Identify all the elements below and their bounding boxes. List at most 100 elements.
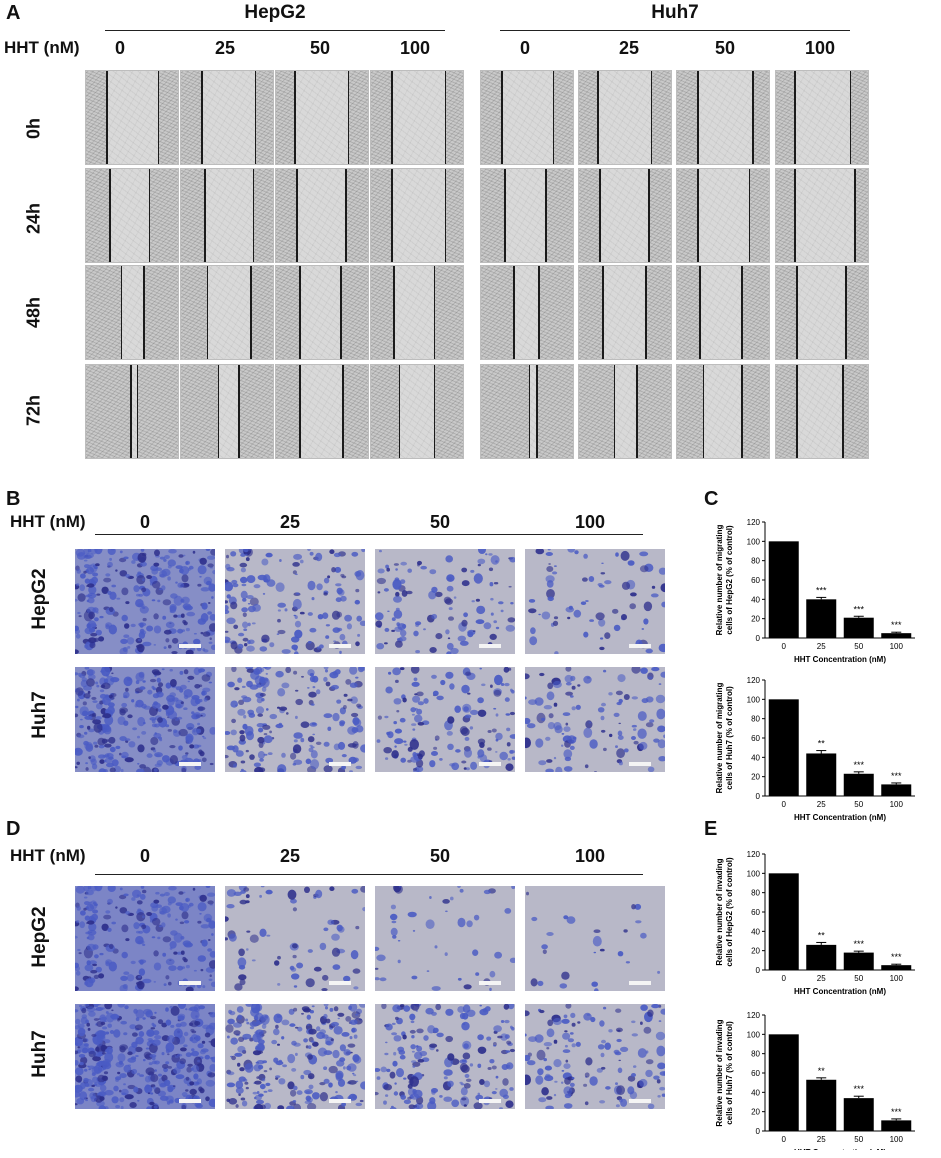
wound-micrograph xyxy=(275,168,369,263)
wound-micrograph xyxy=(676,364,770,459)
conc-label: 50 xyxy=(429,512,451,532)
wound-edge-line xyxy=(391,71,393,164)
cell-layer xyxy=(86,266,121,359)
cell-layer xyxy=(752,71,769,164)
wound-edge-line xyxy=(299,266,301,359)
cell-layer xyxy=(254,71,273,164)
scale-bar xyxy=(179,1099,201,1103)
stained-cells xyxy=(376,667,515,772)
conc-label: 25 xyxy=(618,38,640,58)
wound-edge-line xyxy=(398,365,401,458)
y-axis-label: Relative number of migrating xyxy=(715,525,724,636)
conc-label: 0 xyxy=(519,38,530,58)
y-tick-label: 40 xyxy=(751,1088,760,1097)
y-tick-label: 20 xyxy=(751,615,760,624)
stained-micrograph xyxy=(225,886,365,991)
cell-layer xyxy=(536,365,573,458)
significance-mark: *** xyxy=(891,1107,902,1117)
wound-edge-line xyxy=(854,169,856,262)
stained-cells xyxy=(528,549,665,654)
cell-layer xyxy=(444,169,463,262)
wound-edge-line xyxy=(217,365,220,458)
cell-layer xyxy=(579,71,598,164)
wound-edge-line xyxy=(433,365,436,458)
bar xyxy=(843,617,874,638)
wound-edge-line xyxy=(741,365,743,458)
y-axis-label: Relative number of invading xyxy=(715,1019,724,1126)
wound-micrograph xyxy=(85,168,179,263)
wound-edge-line xyxy=(536,365,538,458)
wound-edge-line xyxy=(444,71,447,164)
stained-cells xyxy=(526,891,661,991)
scale-bar xyxy=(329,981,351,985)
x-tick-label: 0 xyxy=(782,800,787,809)
scale-bar xyxy=(629,644,651,648)
significance-mark: *** xyxy=(853,1084,864,1094)
wound-edge-line xyxy=(136,365,139,458)
cell-layer xyxy=(677,169,698,262)
cell-layer xyxy=(579,365,614,458)
wound-micrograph xyxy=(775,70,869,165)
stained-micrograph xyxy=(375,667,515,772)
wound-edge-line xyxy=(697,71,699,164)
y-tick-label: 120 xyxy=(747,518,761,527)
scale-bar xyxy=(329,644,351,648)
stained-micrograph xyxy=(75,549,215,654)
wound-edge-line xyxy=(106,71,108,164)
stained-micrograph xyxy=(75,1004,215,1109)
wound-edge-line xyxy=(148,169,151,262)
cell-layer xyxy=(677,71,698,164)
header-rule-huh7 xyxy=(500,30,850,31)
wound-micrograph xyxy=(370,265,464,360)
wound-edge-line xyxy=(501,71,503,164)
stained-cells xyxy=(75,886,215,991)
bar xyxy=(768,541,799,638)
stained-micrograph xyxy=(225,667,365,772)
y-tick-label: 0 xyxy=(756,792,761,801)
cell-layer xyxy=(444,71,463,164)
x-tick-label: 100 xyxy=(890,800,904,809)
wound-edge-line xyxy=(201,71,203,164)
bar-charts: 0 20 40 60 80 100 120 Relative number of migrat… xyxy=(715,518,915,1150)
wound-micrograph xyxy=(180,70,274,165)
wound-edge-line xyxy=(252,169,255,262)
cell-layer xyxy=(276,169,297,262)
row-label-hepg2: HepG2 xyxy=(29,568,50,630)
scale-bar xyxy=(329,1099,351,1103)
wound-edge-line xyxy=(433,266,436,359)
wound-micrograph xyxy=(578,70,672,165)
wound-micrograph xyxy=(480,364,574,459)
bar xyxy=(806,1079,837,1131)
x-axis-label: HHT Concentration (nM) xyxy=(794,1148,886,1150)
y-tick-label: 100 xyxy=(747,695,761,704)
wound-micrograph xyxy=(275,70,369,165)
x-axis-label: HHT Concentration (nM) xyxy=(794,987,886,996)
wound-edge-line xyxy=(345,169,347,262)
stained-cells xyxy=(75,549,215,654)
conc-label: 50 xyxy=(714,38,736,58)
bar xyxy=(843,773,874,796)
significance-mark: *** xyxy=(816,585,827,595)
x-tick-label: 50 xyxy=(854,642,863,651)
scale-bar xyxy=(479,981,501,985)
cell-layer xyxy=(86,365,131,458)
wound-edge-line xyxy=(296,169,298,262)
bar xyxy=(843,952,874,970)
wound-edge-line xyxy=(796,266,798,359)
wound-micrograph xyxy=(370,70,464,165)
cell-layer xyxy=(776,365,797,458)
stained-micrograph xyxy=(525,886,665,991)
stained-micrograph xyxy=(525,549,665,654)
conc-label: 0 xyxy=(114,38,125,58)
bar xyxy=(881,784,912,796)
scale-bar xyxy=(479,762,501,766)
x-tick-label: 25 xyxy=(817,800,826,809)
header-rule-d xyxy=(95,874,643,875)
y-tick-label: 40 xyxy=(751,595,760,604)
cell-layer xyxy=(340,266,368,359)
wound-edge-line xyxy=(849,71,852,164)
wound-edge-line xyxy=(545,169,547,262)
wound-edge-line xyxy=(538,266,540,359)
row-label-hepg2: HepG2 xyxy=(29,906,50,968)
bar xyxy=(768,873,799,970)
